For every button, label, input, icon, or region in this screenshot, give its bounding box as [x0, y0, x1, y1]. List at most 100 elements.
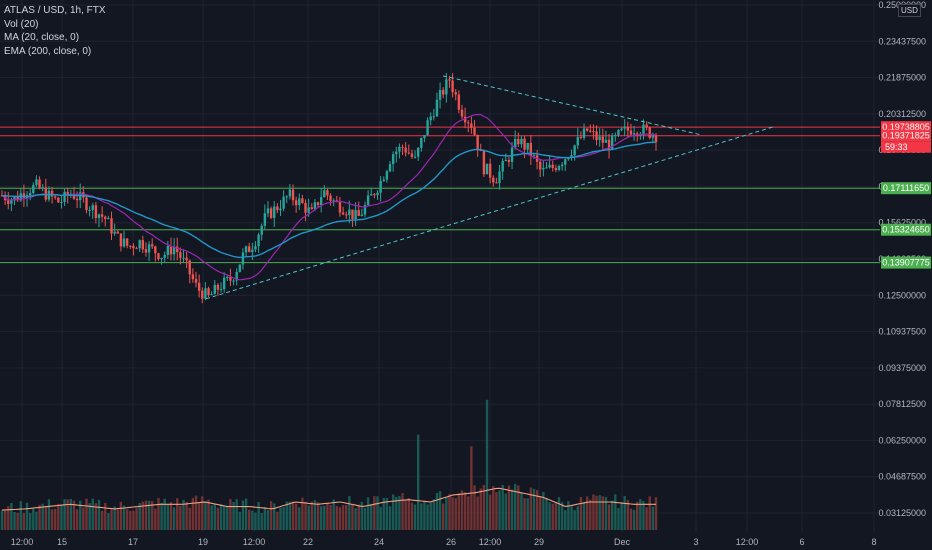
symbol-title[interactable]: ATLAS / USD, 1h, FTX [4, 5, 106, 16]
candle-body [222, 277, 226, 290]
candle-body [185, 257, 188, 261]
volume-bar [222, 505, 226, 530]
volume-bar [276, 511, 279, 530]
volume-bar [470, 446, 473, 530]
candle-body [648, 127, 651, 138]
volume-bar [179, 505, 182, 530]
candle-body [614, 135, 617, 137]
volume-bar [0, 510, 4, 530]
horizontal-levels[interactable] [0, 126, 880, 264]
ascending-trendline[interactable] [205, 126, 774, 300]
volume-bar [476, 496, 479, 530]
candle-body [473, 127, 476, 135]
volume-bar [413, 504, 417, 530]
candle-body [341, 212, 345, 215]
volume-bar [448, 494, 451, 530]
volume-bar [438, 491, 442, 530]
candle-body [260, 225, 263, 235]
volume-bar [548, 502, 551, 530]
candle-body [420, 138, 423, 148]
volume-bar [416, 434, 420, 530]
currency-badge[interactable]: USD [898, 4, 921, 17]
volume-bar [348, 496, 351, 530]
volume-bar [573, 510, 576, 530]
volume-bar [25, 502, 29, 530]
candle-body [119, 233, 123, 247]
candle-body [338, 201, 342, 213]
candle-body [410, 153, 414, 157]
candle-body [32, 185, 35, 194]
volume-bar [357, 504, 360, 530]
candle-body [144, 249, 148, 253]
candle-body [560, 164, 564, 167]
price-level-tag-text: 0.19371825 [882, 131, 930, 141]
candle-body [91, 205, 94, 210]
candle-body [210, 294, 213, 296]
candle-body [241, 252, 245, 265]
time-tick-label: 12:00 [243, 537, 266, 547]
ma-20-line [1, 113, 657, 281]
ma-indicator-label[interactable]: MA (20, close, 0) [4, 32, 80, 43]
price-level-tag [881, 256, 931, 269]
candle-body [273, 206, 276, 218]
candle-body [100, 214, 104, 217]
volume-indicator-label[interactable]: Vol (20) [4, 18, 39, 30]
volume-bar [626, 500, 630, 530]
volume-bar [373, 496, 376, 530]
time-axis[interactable]: 12:00 15 17 19 12:00 22 24 26 12:00 29 Dec 3 12:00 6 8 [11, 537, 877, 547]
candle-body [213, 284, 216, 295]
candle-body [435, 99, 439, 117]
candle-body [110, 218, 113, 234]
volume-bars [0, 399, 658, 530]
volume-bar [651, 506, 655, 530]
candle-body [60, 201, 63, 203]
candle-body [323, 190, 326, 198]
time-tick-label: 12:00 [11, 537, 34, 547]
candle-body [116, 231, 119, 234]
volume-bar [10, 503, 13, 530]
candle-body [545, 167, 548, 169]
candle-body [592, 131, 595, 133]
volume-bar [160, 502, 163, 530]
candle-body [442, 89, 445, 95]
volume-bar [248, 509, 251, 530]
candle-body [391, 154, 395, 165]
price-tick-label: 0.09375000 [878, 363, 926, 373]
candle-body [329, 195, 332, 201]
candle-body [38, 179, 41, 189]
candle-body [463, 116, 467, 123]
candle-body [470, 123, 473, 128]
candle-body [285, 196, 288, 198]
ema-indicator-label[interactable]: EMA (200, close, 0) [4, 45, 92, 57]
candle-body [404, 147, 407, 153]
volume-bar [607, 504, 611, 530]
volume-bar [576, 506, 579, 530]
candle-body [276, 206, 279, 211]
volume-bar [226, 505, 229, 530]
candle-body [654, 135, 658, 142]
candle-body [319, 197, 323, 205]
price-tick-label: 0.07812500 [878, 399, 926, 409]
volume-bar [319, 506, 323, 530]
volume-bar [564, 510, 567, 530]
time-axis-panel[interactable] [0, 532, 932, 550]
volume-bar [185, 501, 188, 530]
volume-bar [60, 504, 63, 530]
volume-bar [241, 500, 245, 530]
candle-body [373, 194, 376, 196]
volume-bar [244, 498, 248, 530]
volume-bar [345, 504, 348, 530]
candle-body [501, 161, 504, 172]
volume-bar [38, 504, 41, 530]
volume-bar [47, 499, 51, 530]
trendlines[interactable] [205, 75, 774, 300]
volume-bar [316, 502, 320, 530]
candle-body [229, 276, 232, 281]
candle-body [22, 193, 26, 198]
descending-trendline[interactable] [442, 75, 703, 136]
volume-bar [488, 494, 492, 530]
candle-body [182, 257, 185, 259]
candle-body [639, 134, 642, 136]
candle-body [257, 234, 260, 247]
